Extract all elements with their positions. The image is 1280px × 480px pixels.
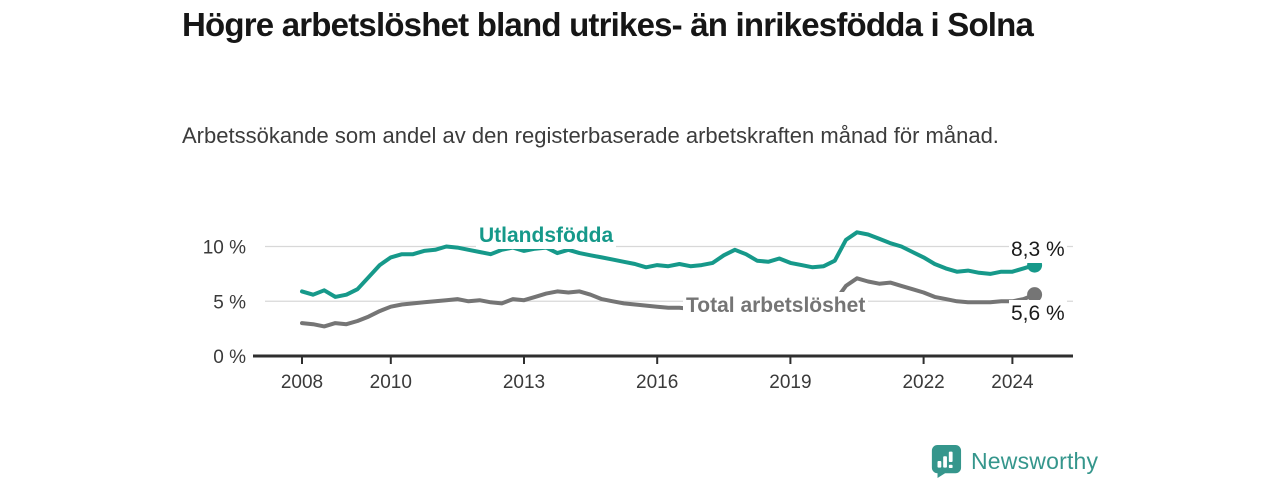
y-tick-label: 10 % <box>203 238 246 259</box>
x-tick-label: 2010 <box>370 372 412 393</box>
x-tick-label: 2016 <box>636 372 678 393</box>
x-tick-label: 2008 <box>281 372 323 393</box>
x-tick-label: 2013 <box>503 372 545 393</box>
newsworthy-logo-icon <box>931 445 962 478</box>
series-label-utlandsfodda: Utlandsfödda <box>476 222 617 249</box>
x-tick-label: 2019 <box>769 372 811 393</box>
series-label-total-arbetsloshet: Total arbetslöshet <box>683 292 869 319</box>
series-line-utlandsfodda <box>300 230 1037 299</box>
y-tick-label: 0 % <box>213 347 246 368</box>
newsworthy-logo: Newsworthy <box>930 444 1098 478</box>
series-line-total <box>300 276 1037 329</box>
end-value-label-total: 5,6 % <box>1009 300 1067 327</box>
x-tick-label: 2024 <box>991 372 1034 393</box>
chart-title: Högre arbetslöshet bland utrikes- än inr… <box>182 6 1034 43</box>
series-end-dot-total <box>1027 287 1043 303</box>
x-tick-label: 2022 <box>902 372 944 393</box>
end-value-label-utlandsfodda: 8,3 % <box>1009 236 1067 263</box>
newsworthy-logo-text: Newsworthy <box>971 447 1099 474</box>
chart-subtitle: Arbetssökande som andel av den registerb… <box>182 123 999 148</box>
y-tick-label: 5 % <box>213 292 246 313</box>
